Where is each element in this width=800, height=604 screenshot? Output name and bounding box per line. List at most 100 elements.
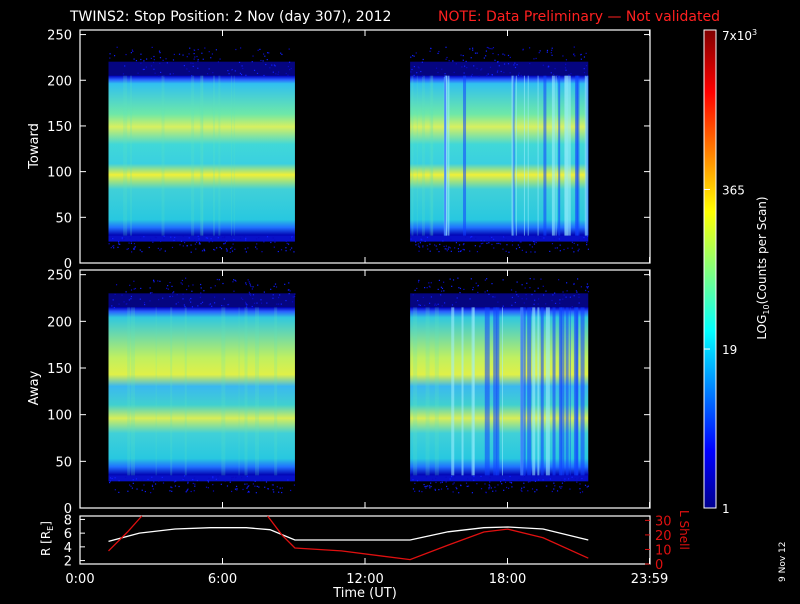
- noise-dot: [246, 486, 249, 488]
- noise-dot: [208, 241, 210, 243]
- noise-dot: [513, 236, 515, 238]
- noise-dot: [518, 479, 520, 481]
- noise-dot: [417, 243, 419, 245]
- lshell-line: [267, 515, 589, 561]
- noise-dot: [147, 478, 149, 481]
- noise-dot: [412, 294, 414, 296]
- noise-dot: [438, 279, 440, 282]
- noise-dot: [113, 55, 116, 57]
- noise-dot: [149, 287, 151, 289]
- noise-dot: [173, 53, 175, 56]
- noise-dot: [517, 295, 519, 297]
- noise-dot: [502, 305, 504, 307]
- time-stripe: [527, 75, 529, 236]
- noise-dot: [535, 236, 537, 238]
- noise-dot: [231, 477, 233, 479]
- noise-dot: [565, 59, 568, 61]
- noise-dot: [141, 479, 143, 481]
- noise-dot: [215, 49, 217, 51]
- time-stripe: [537, 307, 540, 476]
- away-heatmap: [108, 277, 590, 494]
- time-stripe: [496, 307, 500, 476]
- noise-dot: [438, 50, 440, 53]
- noise-dot: [227, 304, 229, 306]
- noise-dot: [228, 303, 230, 305]
- noise-dot: [491, 243, 493, 246]
- noise-dot: [510, 289, 513, 291]
- noise-dot: [221, 304, 223, 307]
- noise-dot: [523, 475, 525, 478]
- time-stripe: [473, 307, 475, 476]
- noise-dot: [285, 247, 287, 249]
- noise-dot: [133, 288, 135, 290]
- time-stripe: [484, 307, 487, 476]
- noise-dot: [196, 479, 198, 482]
- noise-dot: [503, 63, 506, 65]
- noise-dot: [480, 488, 483, 490]
- noise-dot: [506, 244, 508, 246]
- noise-dot: [476, 483, 478, 485]
- noise-dot: [182, 478, 184, 480]
- noise-dot: [133, 58, 135, 60]
- noise-dot: [459, 287, 462, 290]
- lower-edge-halo: [108, 471, 295, 482]
- noise-dot: [533, 243, 536, 245]
- noise-dot: [120, 239, 122, 241]
- noise-dot: [130, 52, 132, 54]
- noise-dot: [259, 48, 261, 50]
- noise-dot: [470, 278, 472, 280]
- noise-dot: [530, 307, 532, 309]
- noise-dot: [153, 68, 155, 70]
- time-axis-ticks: 0:00 6:00 12:00 18:00 23:59: [65, 558, 668, 587]
- time-stripe: [127, 307, 131, 476]
- noise-dot: [271, 484, 274, 486]
- noise-dot: [158, 50, 161, 52]
- noise-dot: [188, 237, 190, 239]
- noise-dot: [421, 239, 423, 241]
- noise-dot: [434, 244, 436, 246]
- noise-dot: [118, 243, 120, 245]
- noise-dot: [427, 485, 429, 487]
- noise-dot: [432, 478, 434, 480]
- noise-dot: [291, 237, 293, 239]
- noise-dot: [472, 49, 474, 51]
- noise-dot: [193, 58, 195, 60]
- noise-dot: [162, 482, 165, 484]
- noise-dot: [255, 246, 257, 248]
- noise-dot: [534, 241, 536, 243]
- noise-dot: [256, 485, 258, 487]
- noise-dot: [447, 248, 449, 250]
- time-stripe: [520, 307, 524, 476]
- noise-dot: [173, 481, 176, 483]
- noise-dot: [485, 55, 487, 57]
- noise-dot: [545, 303, 547, 305]
- noise-dot: [465, 482, 468, 484]
- noise-dot: [193, 49, 195, 51]
- noise-dot: [529, 480, 531, 483]
- noise-dot: [143, 484, 145, 486]
- noise-dot: [108, 243, 110, 245]
- noise-dot: [110, 247, 112, 249]
- noise-dot: [460, 250, 462, 253]
- upper-edge-halo: [410, 293, 589, 310]
- noise-dot: [563, 248, 565, 251]
- noise-dot: [223, 305, 225, 307]
- noise-dot: [179, 244, 181, 246]
- noise-dot: [471, 235, 473, 238]
- noise-dot: [188, 53, 190, 55]
- noise-dot: [171, 490, 173, 492]
- noise-dot: [192, 65, 194, 68]
- time-stripe: [429, 75, 433, 236]
- noise-dot: [452, 491, 454, 493]
- noise-dot: [109, 480, 111, 482]
- noise-dot: [163, 237, 165, 239]
- noise-dot: [261, 251, 263, 253]
- noise-dot: [186, 68, 188, 70]
- noise-dot: [486, 74, 488, 77]
- noise-dot: [457, 277, 459, 279]
- noise-dot: [248, 281, 250, 283]
- noise-dot: [199, 243, 201, 245]
- noise-dot: [248, 291, 250, 293]
- noise-dot: [289, 249, 292, 251]
- noise-dot: [496, 242, 498, 245]
